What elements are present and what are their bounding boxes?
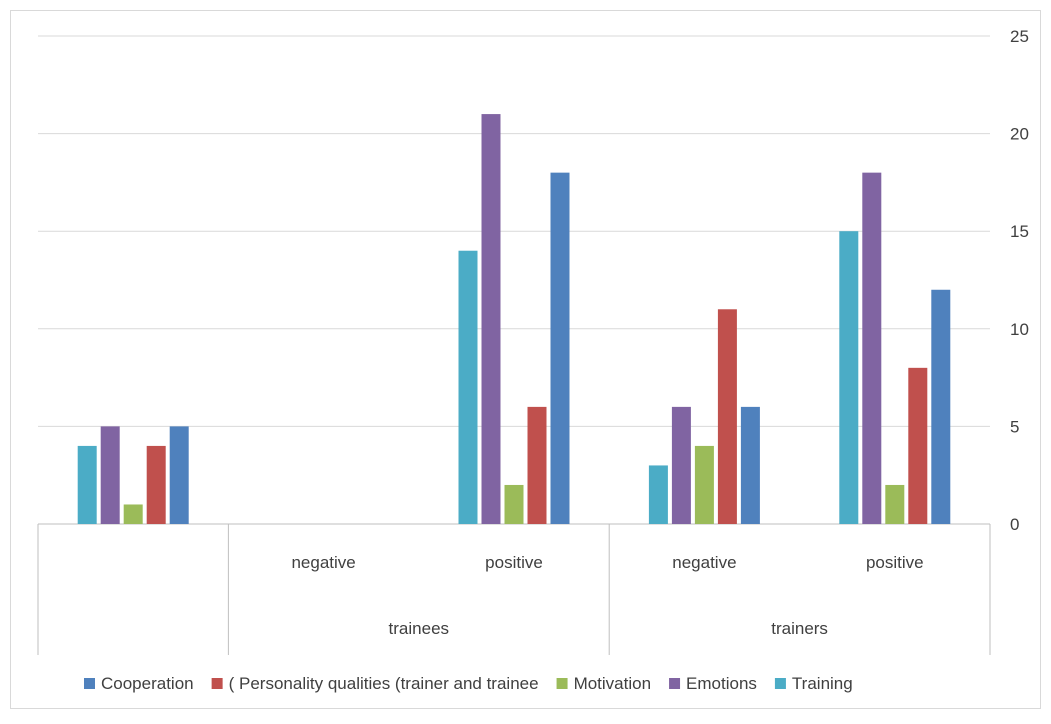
bar <box>717 309 737 524</box>
bar <box>77 445 97 524</box>
bar <box>862 172 882 524</box>
bar <box>671 406 691 524</box>
legend-swatch <box>774 678 786 689</box>
bar <box>481 114 501 524</box>
legend-swatch <box>84 678 95 689</box>
bar <box>931 289 951 524</box>
bar <box>908 367 928 524</box>
legend-label: Emotions <box>686 674 757 693</box>
legend-swatch <box>556 678 568 689</box>
bar <box>740 406 760 524</box>
legend-label: Motivation <box>574 674 651 693</box>
chart-border <box>10 10 1041 709</box>
parent-category-label: trainees <box>389 619 449 638</box>
y-tick-label: 15 <box>1010 222 1029 241</box>
bar <box>146 445 166 524</box>
category-label: positive <box>866 553 924 572</box>
y-tick-label: 10 <box>1010 320 1029 339</box>
y-tick-label: 20 <box>1010 125 1029 144</box>
bar <box>550 172 570 524</box>
bar <box>694 445 714 524</box>
y-tick-label: 0 <box>1010 515 1019 534</box>
parent-category-label: trainers <box>771 619 828 638</box>
bar <box>458 250 478 524</box>
bar <box>169 426 189 524</box>
legend-label: Cooperation <box>101 674 194 693</box>
bar <box>527 406 547 524</box>
bar <box>504 484 524 524</box>
bar <box>100 426 120 524</box>
bar <box>839 231 859 524</box>
bar <box>123 504 143 524</box>
legend-label: Training <box>792 674 853 693</box>
y-tick-label: 25 <box>1010 27 1029 46</box>
bar <box>648 465 668 524</box>
y-tick-label: 5 <box>1010 417 1019 436</box>
legend-label: ( Personality qualities (trainer and tra… <box>229 674 539 693</box>
legend-swatch <box>211 678 223 689</box>
bar <box>885 484 905 524</box>
category-label: negative <box>672 553 736 572</box>
legend-swatch <box>669 678 681 689</box>
category-label: negative <box>291 553 355 572</box>
category-label: positive <box>485 553 543 572</box>
